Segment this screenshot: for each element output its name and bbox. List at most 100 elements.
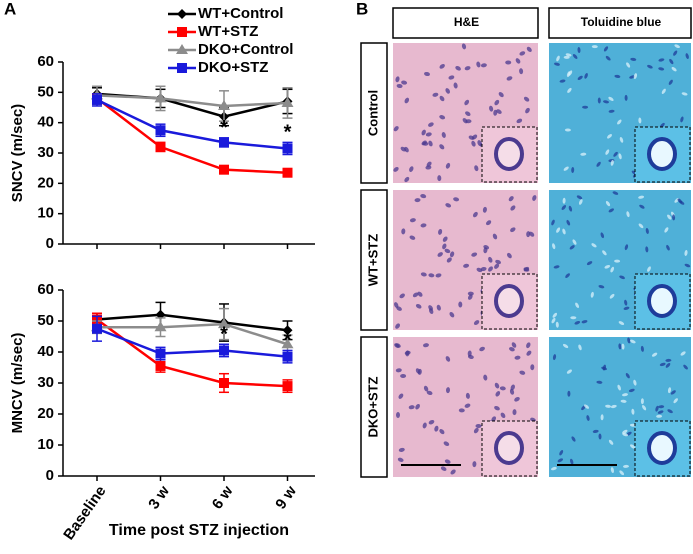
nucleus: [412, 292, 419, 298]
fiber: [627, 337, 631, 344]
fiber: [578, 344, 582, 351]
nucleus: [464, 403, 471, 408]
nucleus: [480, 266, 487, 272]
fiber: [559, 79, 566, 83]
nucleus: [491, 416, 497, 422]
marker: [282, 167, 293, 178]
fiber: [661, 88, 666, 94]
fiber: [568, 205, 573, 212]
fiber: [617, 119, 622, 125]
fiber: [658, 405, 665, 409]
fiber: [567, 390, 571, 397]
fiber: [596, 380, 603, 384]
nucleus: [442, 243, 447, 250]
nucleus: [495, 391, 501, 397]
nucleus: [428, 419, 435, 425]
fiber: [575, 302, 580, 309]
fiber: [566, 219, 571, 226]
legend-label: DKO+STZ: [198, 59, 268, 76]
y-tick-label: 40: [37, 114, 54, 131]
y-tick-label: 0: [46, 467, 54, 484]
nucleus: [482, 206, 487, 213]
nucleus: [473, 427, 479, 434]
fiber: [578, 199, 583, 205]
fiber: [618, 321, 625, 326]
nucleus: [434, 425, 439, 432]
nucleus: [519, 51, 526, 56]
fiber: [570, 316, 577, 320]
y-tick-label: 50: [37, 83, 54, 100]
column-header-label: H&E: [454, 15, 479, 29]
fiber: [626, 62, 631, 68]
fiber: [633, 379, 637, 386]
fiber: [645, 246, 649, 253]
nucleus: [420, 272, 427, 277]
nucleus: [526, 46, 532, 52]
marker: [154, 321, 167, 332]
fiber: [629, 444, 636, 449]
fiber: [619, 470, 625, 476]
nucleus: [496, 109, 502, 114]
nucleus: [511, 342, 517, 348]
x-tick-label: 9 w: [272, 483, 300, 513]
fiber: [556, 55, 560, 62]
fiber: [565, 273, 570, 278]
fiber: [613, 151, 618, 157]
x-tick-label: 3 w: [145, 483, 173, 513]
fiber: [609, 293, 615, 299]
nucleus: [401, 80, 408, 85]
fiber: [553, 265, 560, 269]
nucleus: [422, 422, 427, 429]
nucleus: [445, 387, 451, 394]
nucleus: [514, 397, 520, 402]
fiber: [623, 306, 630, 310]
nucleus: [510, 227, 516, 233]
fiber: [655, 405, 659, 412]
row-header: [360, 42, 388, 184]
nucleus: [506, 252, 512, 259]
fiber: [572, 54, 578, 59]
nucleus: [475, 423, 482, 429]
nucleus: [519, 370, 526, 375]
fiber: [555, 321, 559, 328]
nucleus: [532, 195, 537, 201]
series-line: [96, 318, 288, 388]
nucleus: [445, 356, 451, 362]
y-tick-label: 0: [46, 235, 54, 252]
nucleus: [492, 233, 498, 240]
fiber: [608, 439, 614, 445]
nucleus: [415, 368, 421, 374]
fiber: [586, 415, 590, 421]
fiber: [586, 261, 593, 266]
fiber: [559, 449, 564, 456]
y-tick-label: 10: [37, 436, 54, 453]
nucleus: [453, 82, 458, 89]
nucleus: [439, 115, 446, 120]
fiber: [658, 67, 665, 71]
nucleus: [494, 405, 500, 411]
fiber: [571, 436, 576, 442]
nucleus: [465, 119, 472, 124]
x-tick-label: 6 w: [209, 483, 237, 513]
column-header: [548, 7, 692, 39]
nucleus: [445, 203, 452, 208]
inset-cell: [647, 431, 677, 465]
fiber: [552, 312, 558, 318]
fiber: [657, 410, 664, 414]
fiber: [667, 214, 672, 220]
nucleus: [510, 384, 515, 391]
fiber: [569, 245, 575, 250]
fiber: [604, 265, 611, 269]
nucleus: [395, 368, 402, 373]
nucleus: [443, 441, 450, 446]
nucleus: [428, 122, 434, 127]
marker: [282, 381, 293, 392]
inset-cell: [647, 284, 677, 318]
fiber: [618, 153, 622, 160]
fiber: [665, 362, 671, 368]
nucleus: [415, 403, 420, 410]
fiber: [602, 250, 607, 256]
nucleus: [404, 176, 410, 183]
nucleus: [523, 96, 530, 102]
